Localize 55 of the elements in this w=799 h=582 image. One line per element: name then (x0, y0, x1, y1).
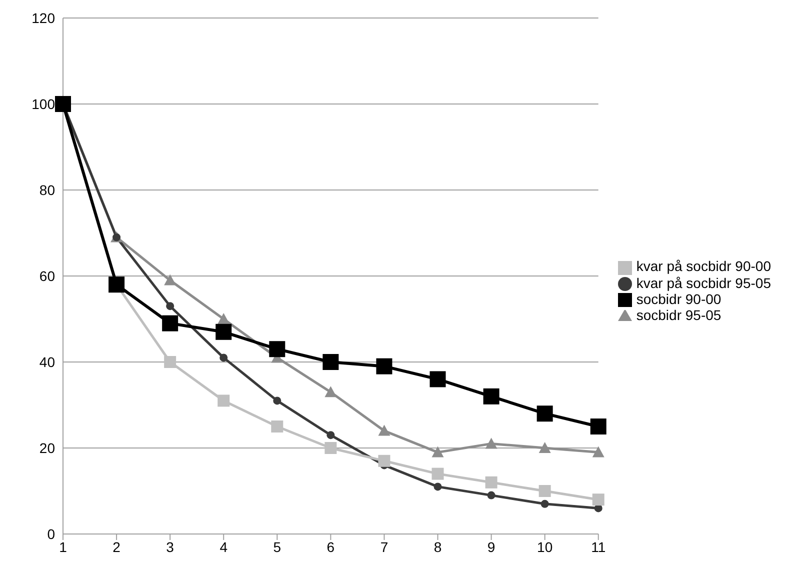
point (430, 371, 446, 388)
y-tick-label: 0 (47, 526, 56, 542)
point (324, 442, 337, 454)
point (540, 500, 549, 508)
point (536, 406, 553, 422)
legend-label: socbidr 95-05 (636, 307, 722, 324)
point (538, 442, 551, 453)
y-tick-label: 120 (32, 10, 56, 26)
point (220, 354, 228, 362)
x-tick-label: 1 (59, 538, 68, 555)
x-tick-label: 7 (380, 538, 388, 555)
x-tick-label: 3 (166, 538, 174, 555)
x-tick-label: 4 (220, 538, 228, 555)
point (218, 313, 230, 324)
point (592, 494, 604, 506)
point (271, 420, 284, 432)
x-tick-label: 6 (326, 538, 335, 555)
legend-label: socbidr 90-00 (636, 291, 722, 307)
y-tick-label: 20 (39, 440, 56, 456)
point (432, 468, 444, 480)
point (538, 485, 551, 497)
point (432, 446, 444, 458)
point (483, 388, 500, 404)
x-tick-label: 8 (434, 538, 442, 555)
y-tick-label: 40 (39, 354, 56, 370)
point (487, 491, 496, 500)
point (218, 394, 230, 407)
point (324, 386, 337, 398)
point (485, 438, 498, 449)
point (434, 482, 442, 491)
point (485, 476, 498, 488)
point (378, 454, 390, 467)
point (164, 356, 176, 368)
y-tick-label: 100 (32, 96, 56, 112)
x-tick-label: 10 (537, 538, 553, 555)
point (164, 274, 176, 286)
point (162, 315, 178, 332)
x-tick-label: 5 (273, 538, 282, 555)
legend-label: kvar på socbidr 90-00 (636, 258, 771, 274)
point (326, 431, 335, 440)
point (166, 302, 174, 310)
point (590, 418, 606, 434)
point (592, 446, 604, 458)
x-tick-label: 9 (487, 538, 496, 555)
x-tick-label: 11 (591, 538, 606, 555)
legend-label: kvar på socbidr 95-05 (636, 274, 771, 291)
point (322, 354, 339, 370)
point (273, 396, 282, 405)
point (216, 324, 232, 340)
point (376, 358, 392, 374)
point (378, 424, 390, 436)
y-tick-label: 60 (39, 268, 56, 284)
point (269, 341, 286, 358)
x-tick-label: 2 (112, 538, 121, 555)
y-tick-label: 80 (39, 182, 56, 198)
